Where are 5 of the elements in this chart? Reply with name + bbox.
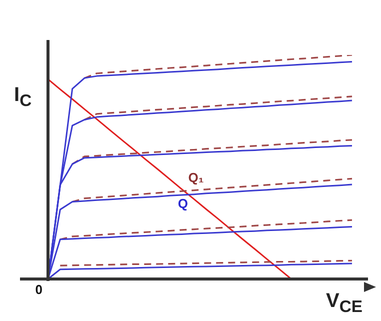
annotation: Q — [178, 196, 188, 212]
text: 0 — [35, 282, 42, 297]
annotation: Q₁ — [188, 170, 204, 185]
x-axis-title: V$_{CE}$ — [326, 290, 362, 317]
y-axis-title: I$_{C}$ — [14, 84, 32, 111]
